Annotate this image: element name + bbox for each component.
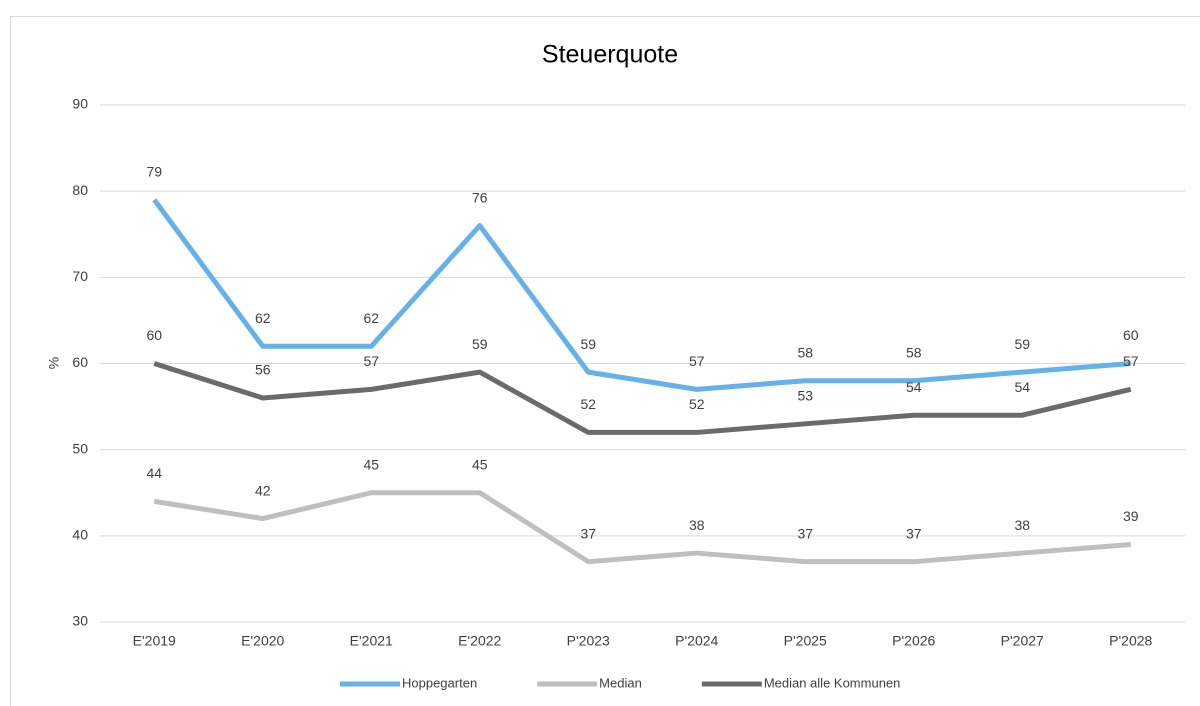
x-tick-label: E'2020	[241, 633, 284, 649]
data-label: 58	[906, 344, 922, 360]
data-label: 44	[146, 465, 162, 481]
data-label: 60	[146, 327, 162, 343]
data-label: 38	[1014, 517, 1030, 533]
legend-label: Median alle Kommunen	[764, 675, 901, 690]
y-tick-label: 40	[72, 527, 88, 543]
series-line	[153, 490, 1131, 565]
data-label: 62	[363, 310, 379, 326]
y-tick-label: 50	[72, 440, 88, 456]
y-axis-label: %	[46, 357, 62, 369]
y-tick-label: 70	[72, 268, 88, 284]
data-label: 54	[906, 379, 922, 395]
y-tick-label: 90	[72, 96, 88, 112]
series-line	[152, 198, 1131, 392]
data-label: 59	[1014, 336, 1030, 352]
data-label: 37	[580, 525, 596, 541]
legend-label: Median	[599, 675, 642, 690]
data-label: 57	[1123, 353, 1139, 369]
data-label: 62	[255, 310, 271, 326]
data-label: 57	[363, 353, 379, 369]
data-label: 37	[906, 525, 922, 541]
data-label: 79	[146, 163, 162, 179]
chart-frame	[10, 16, 1200, 706]
legend-label: Hoppegarten	[402, 675, 477, 690]
data-label: 58	[797, 344, 813, 360]
data-label: 56	[255, 362, 271, 378]
data-label: 60	[1123, 327, 1139, 343]
x-tick-label: P'2023	[567, 633, 610, 649]
data-label: 52	[580, 396, 596, 412]
data-label: 38	[689, 517, 705, 533]
x-tick-label: P'2024	[675, 633, 718, 649]
data-label: 59	[580, 336, 596, 352]
data-label: 76	[472, 189, 488, 205]
y-tick-label: 30	[72, 613, 88, 629]
y-tick-label: 60	[72, 354, 88, 370]
data-label: 45	[363, 456, 379, 472]
data-label: 53	[797, 388, 813, 404]
x-tick-label: P'2027	[1001, 633, 1044, 649]
x-tick-label: P'2026	[892, 633, 935, 649]
series-line	[153, 361, 1132, 435]
data-label: 57	[689, 353, 705, 369]
y-tick-label: 80	[72, 182, 88, 198]
data-label: 54	[1014, 379, 1030, 395]
data-label: 37	[797, 525, 813, 541]
data-label: 42	[255, 482, 271, 498]
x-tick-label: E'2022	[458, 633, 501, 649]
data-label: 59	[472, 336, 488, 352]
data-label: 52	[689, 396, 705, 412]
data-label: 39	[1123, 508, 1139, 524]
x-tick-label: E'2021	[350, 633, 393, 649]
data-label: 45	[472, 456, 488, 472]
x-tick-label: P'2028	[1109, 633, 1152, 649]
chart-title: Steuerquote	[542, 41, 678, 69]
x-tick-label: P'2025	[784, 633, 827, 649]
x-tick-label: E'2019	[133, 633, 176, 649]
